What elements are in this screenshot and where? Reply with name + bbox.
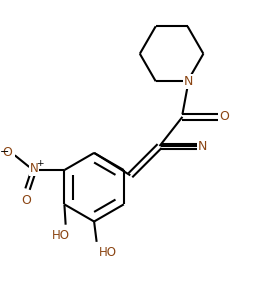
Text: O: O — [2, 146, 12, 159]
Text: −: − — [0, 147, 9, 157]
Text: O: O — [219, 110, 229, 123]
Text: N: N — [29, 162, 38, 175]
Text: O: O — [21, 194, 31, 207]
Text: N: N — [198, 140, 207, 153]
Text: HO: HO — [51, 228, 70, 242]
Text: HO: HO — [99, 246, 117, 259]
Text: +: + — [36, 159, 44, 168]
Text: N: N — [184, 75, 193, 88]
